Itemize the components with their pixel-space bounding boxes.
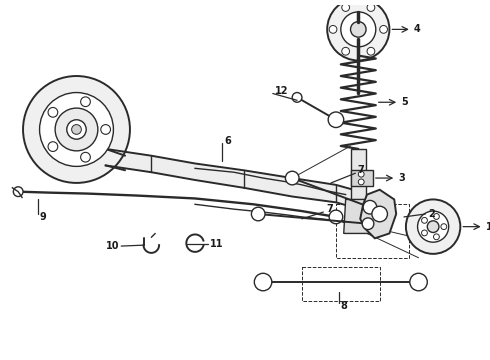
Text: 9: 9 bbox=[40, 212, 47, 222]
Circle shape bbox=[342, 4, 349, 12]
Text: 11: 11 bbox=[210, 239, 223, 249]
Circle shape bbox=[328, 112, 343, 127]
Circle shape bbox=[410, 273, 427, 291]
Circle shape bbox=[341, 12, 376, 47]
Circle shape bbox=[434, 213, 440, 219]
Text: 6: 6 bbox=[224, 136, 231, 146]
Circle shape bbox=[358, 171, 364, 177]
Circle shape bbox=[421, 217, 427, 223]
Text: 4: 4 bbox=[414, 24, 420, 34]
Circle shape bbox=[285, 171, 299, 185]
Circle shape bbox=[363, 201, 377, 214]
Circle shape bbox=[292, 93, 302, 102]
Circle shape bbox=[362, 218, 374, 230]
Polygon shape bbox=[106, 149, 151, 172]
Circle shape bbox=[23, 76, 130, 183]
Circle shape bbox=[417, 211, 449, 242]
Circle shape bbox=[101, 125, 111, 134]
Polygon shape bbox=[195, 163, 244, 188]
Circle shape bbox=[380, 26, 388, 33]
Polygon shape bbox=[151, 156, 195, 180]
Polygon shape bbox=[351, 170, 373, 186]
Text: 2: 2 bbox=[428, 209, 435, 219]
Polygon shape bbox=[360, 190, 396, 238]
Circle shape bbox=[329, 210, 343, 224]
Circle shape bbox=[372, 206, 388, 222]
Circle shape bbox=[48, 142, 58, 152]
Circle shape bbox=[81, 97, 90, 107]
Circle shape bbox=[254, 273, 272, 291]
Circle shape bbox=[367, 4, 375, 12]
Circle shape bbox=[434, 234, 440, 240]
Circle shape bbox=[72, 125, 81, 134]
Circle shape bbox=[358, 179, 364, 185]
Circle shape bbox=[421, 230, 427, 236]
Circle shape bbox=[327, 0, 390, 60]
Polygon shape bbox=[292, 178, 336, 202]
Text: 10: 10 bbox=[106, 241, 119, 251]
Polygon shape bbox=[336, 185, 360, 209]
Text: 1: 1 bbox=[486, 222, 490, 231]
Circle shape bbox=[48, 108, 58, 117]
Text: 12: 12 bbox=[275, 86, 288, 96]
Circle shape bbox=[55, 108, 98, 151]
Text: 5: 5 bbox=[401, 97, 408, 107]
Circle shape bbox=[441, 224, 447, 230]
Polygon shape bbox=[343, 199, 373, 233]
Circle shape bbox=[329, 26, 337, 33]
Circle shape bbox=[342, 48, 349, 55]
Circle shape bbox=[367, 48, 375, 55]
Text: 7: 7 bbox=[326, 204, 333, 214]
Text: 8: 8 bbox=[341, 301, 348, 311]
Circle shape bbox=[350, 22, 366, 37]
Circle shape bbox=[13, 187, 23, 197]
Text: 3: 3 bbox=[398, 173, 405, 183]
Text: 7: 7 bbox=[357, 165, 364, 175]
Circle shape bbox=[81, 152, 90, 162]
Circle shape bbox=[406, 199, 460, 254]
Polygon shape bbox=[244, 170, 292, 197]
Polygon shape bbox=[350, 149, 366, 219]
Circle shape bbox=[67, 120, 86, 139]
Circle shape bbox=[251, 207, 265, 221]
Circle shape bbox=[427, 221, 439, 233]
Circle shape bbox=[40, 93, 113, 166]
